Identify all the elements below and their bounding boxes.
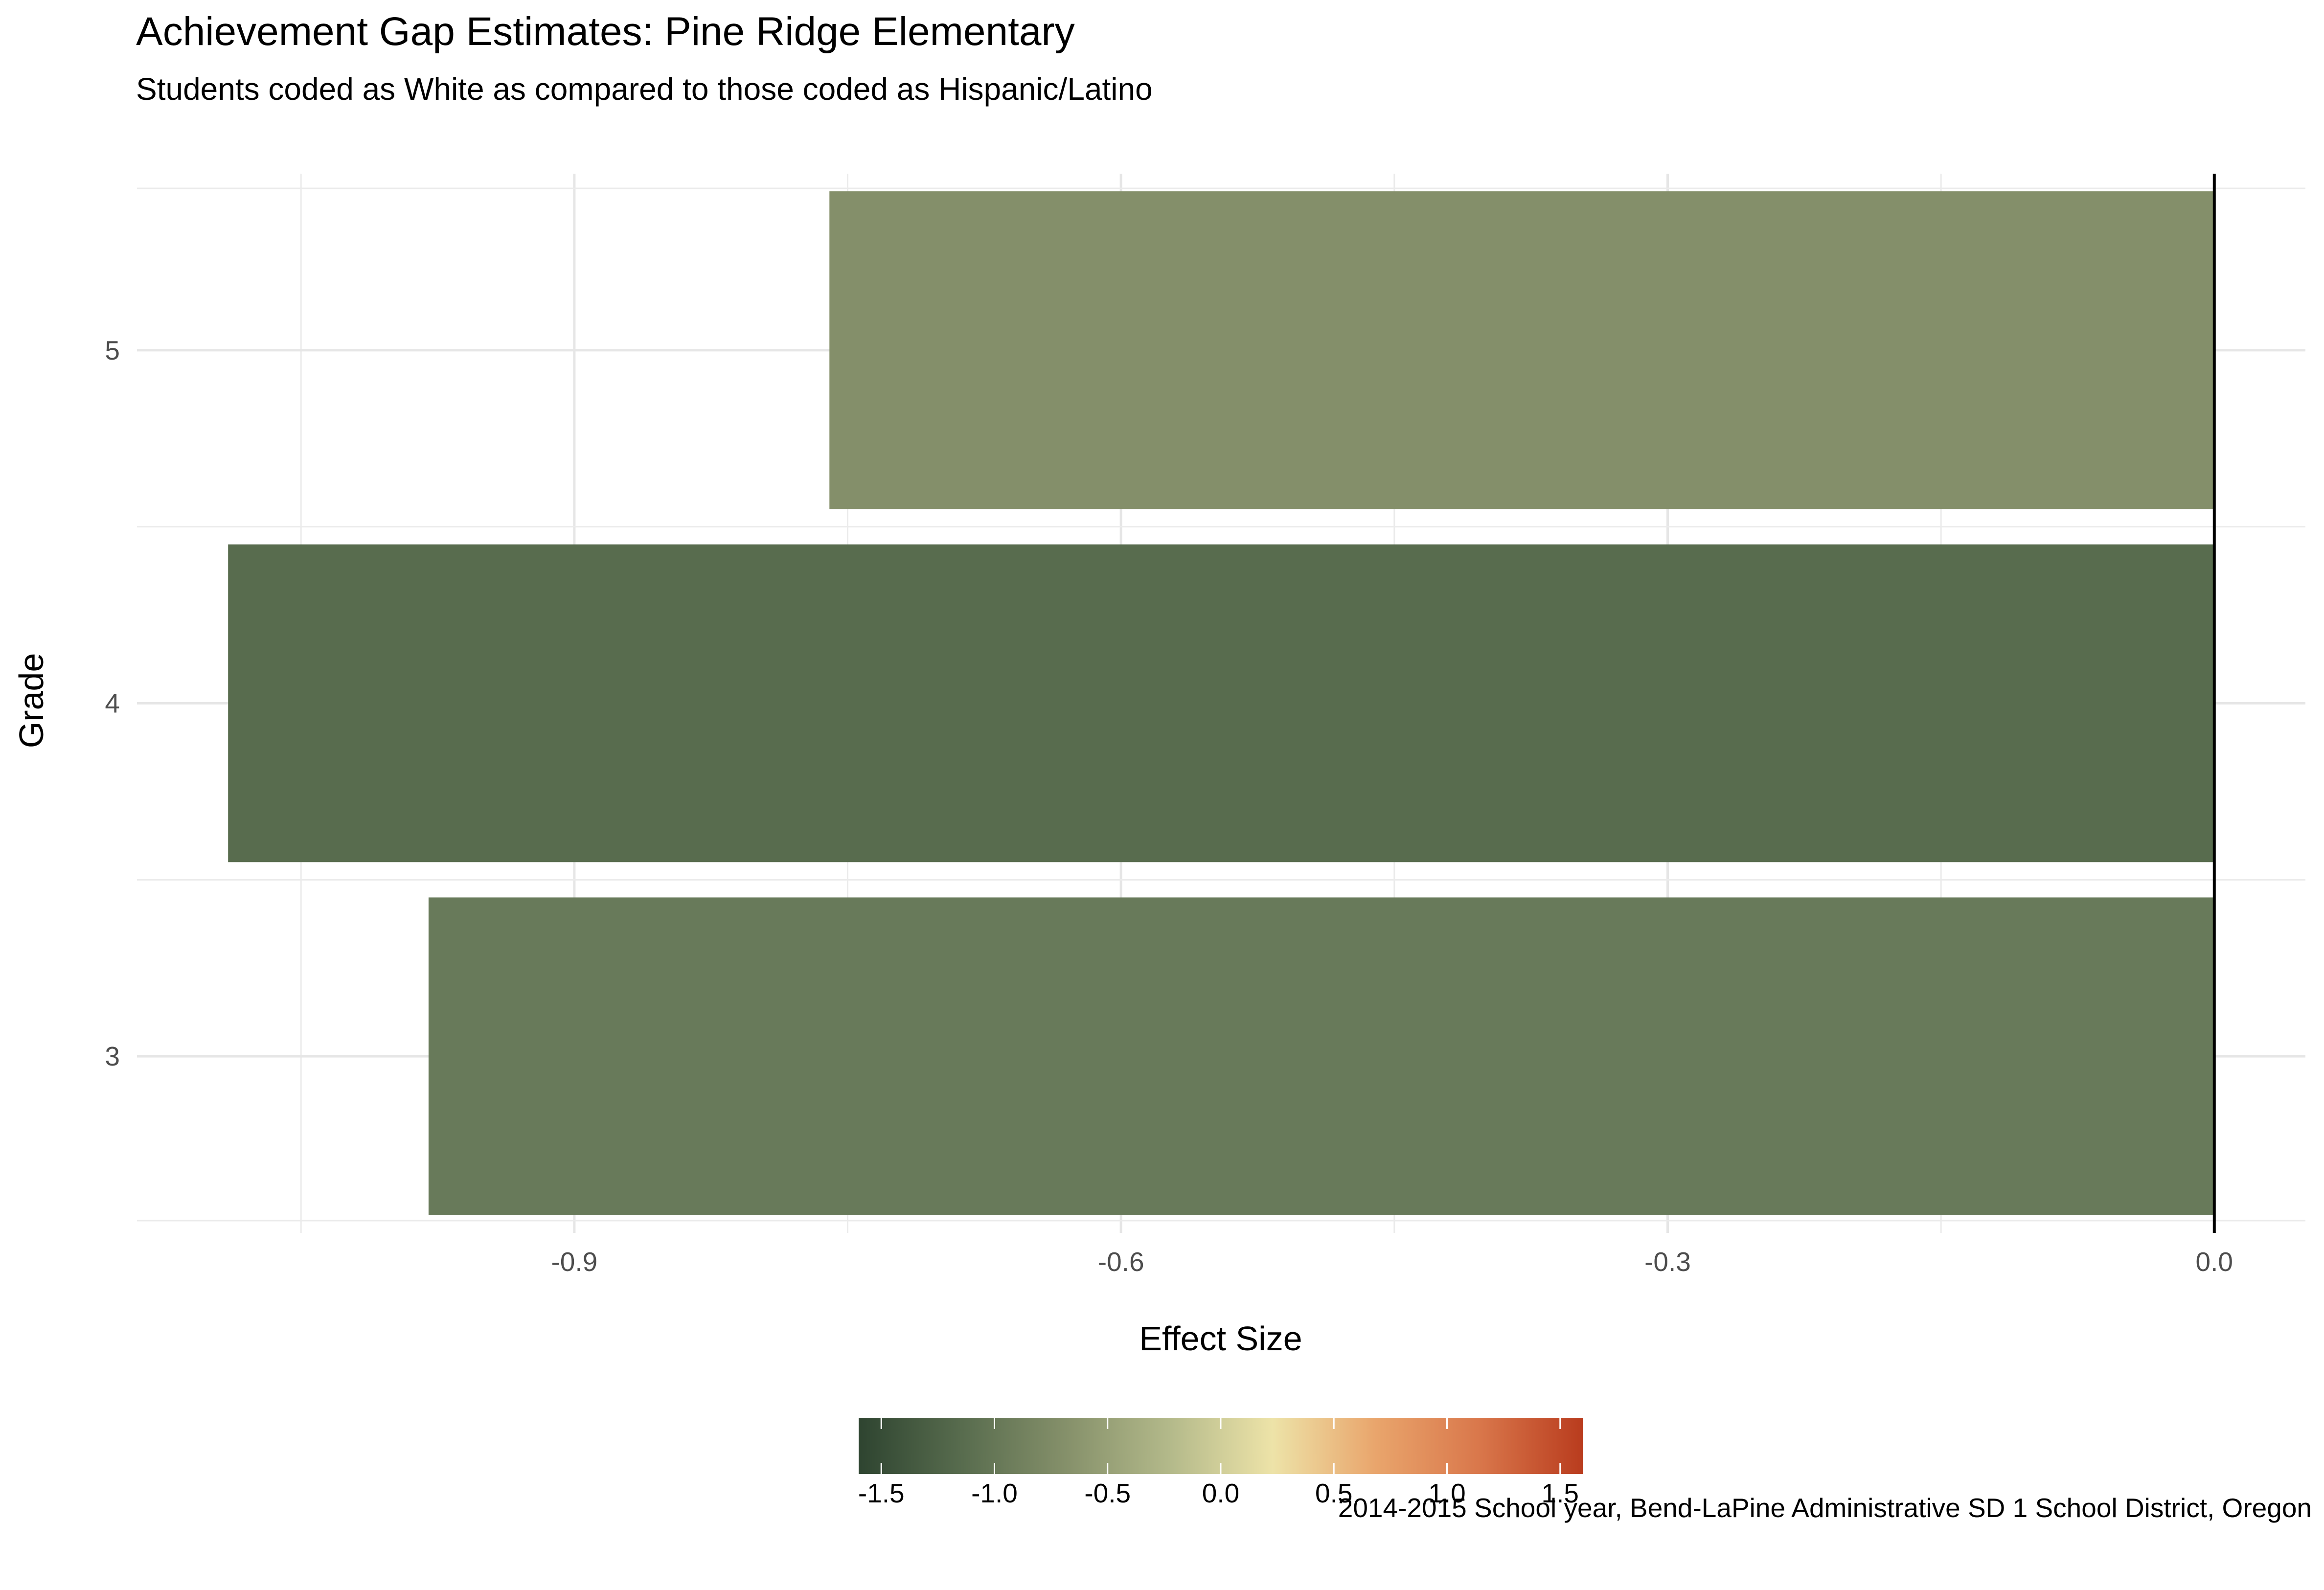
colorbar-tick-label: 1.0	[1428, 1478, 1465, 1508]
colorbar-tick-label: -0.5	[1084, 1478, 1131, 1508]
chart-title: Achievement Gap Estimates: Pine Ridge El…	[136, 9, 1075, 54]
colorbar-tick-label: 1.5	[1542, 1478, 1579, 1508]
y-tick-label: 4	[105, 688, 120, 719]
colorbar-tick-label: 0.0	[1202, 1478, 1239, 1508]
bar-grade-4	[228, 544, 2214, 863]
colorbar-tick-label: -1.0	[971, 1478, 1018, 1508]
x-axis-ticks: -0.9 -0.6 -0.3 0.0	[551, 1247, 2233, 1277]
x-tick-label: -0.9	[551, 1247, 597, 1277]
chart-subtitle: Students coded as White as compared to t…	[136, 71, 1153, 107]
colorbar-tick-label: 0.5	[1315, 1478, 1352, 1508]
colorbar-ticks: -1.5 -1.0 -0.5 0.0 0.5 1.0 1.5	[858, 1418, 1579, 1508]
bars	[228, 191, 2214, 1215]
x-axis-title: Effect Size	[1139, 1319, 1302, 1358]
y-axis-ticks: 3 4 5	[105, 335, 120, 1071]
chart-caption: 2014-2015 School year, Bend-LaPine Admin…	[1338, 1493, 2312, 1523]
y-tick-label: 5	[105, 335, 120, 365]
y-axis-title: Grade	[12, 653, 50, 749]
x-tick-label: 0.0	[2196, 1247, 2233, 1277]
bar-grade-3	[428, 897, 2214, 1215]
x-tick-label: -0.6	[1098, 1247, 1144, 1277]
bar-grade-5	[829, 191, 2214, 509]
colorbar-legend: -1.5 -1.0 -0.5 0.0 0.5 1.0 1.5	[858, 1418, 1583, 1508]
x-tick-label: -0.3	[1644, 1247, 1691, 1277]
y-tick-label: 3	[105, 1041, 120, 1071]
colorbar-tick-label: -1.5	[858, 1478, 905, 1508]
